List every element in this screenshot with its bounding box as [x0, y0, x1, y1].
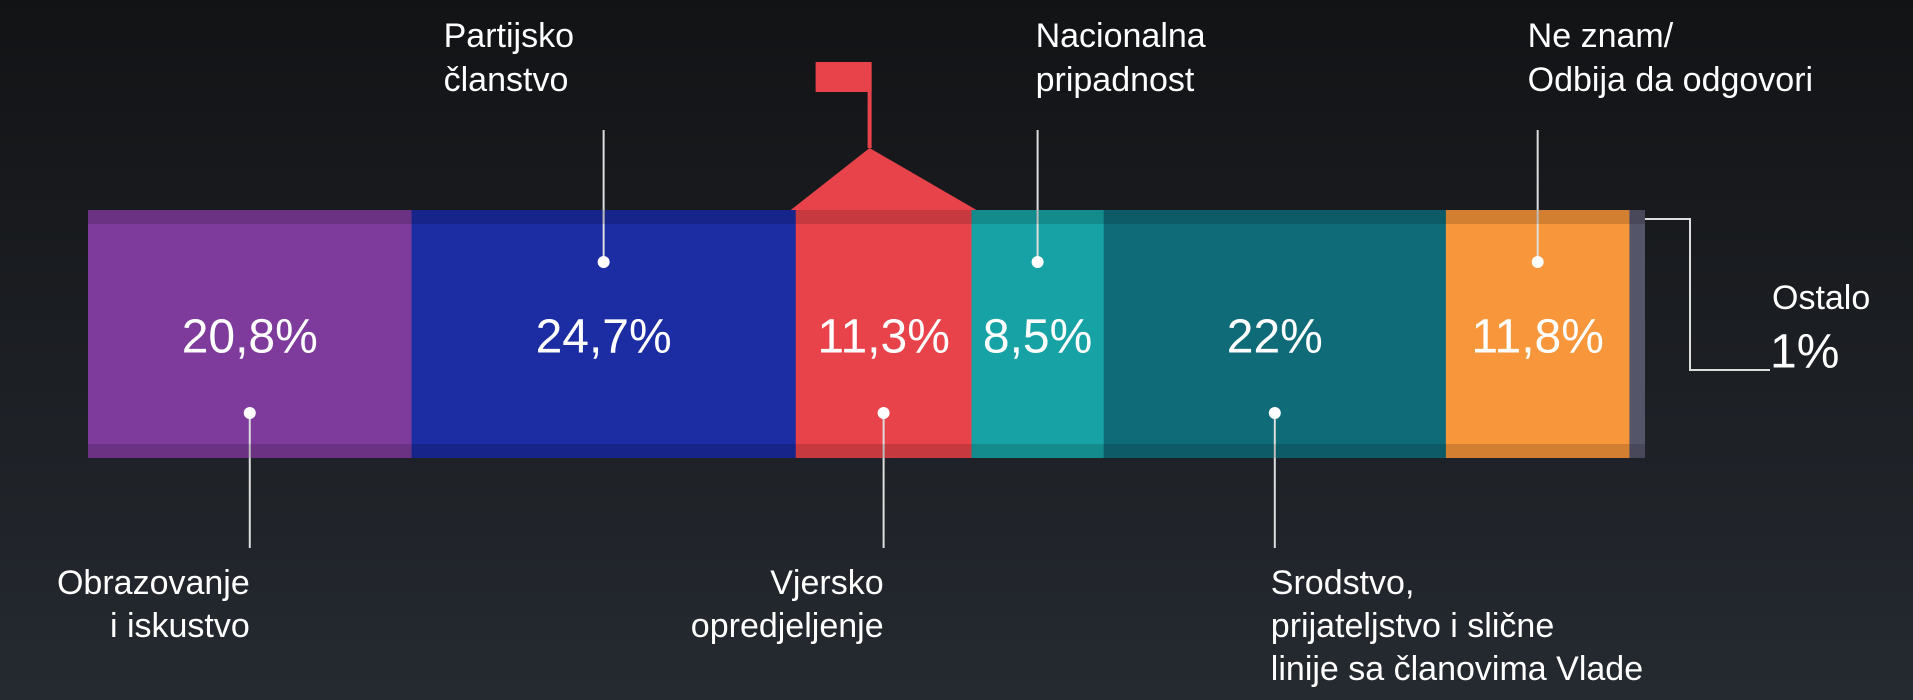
series-label: i iskustvo [110, 607, 250, 645]
value-label: 8,5% [983, 311, 1092, 364]
series-label: prijateljstvo i slične [1271, 607, 1554, 645]
series-label: linije sa članovima Vlade [1271, 650, 1643, 688]
value-label: 22% [1227, 311, 1323, 364]
leader-dot [1032, 256, 1044, 268]
series-label: Odbija da odgovori [1528, 61, 1813, 99]
bar-cap [88, 210, 1645, 224]
series-label: Ne znam/ [1528, 17, 1674, 55]
leader-dot [878, 407, 890, 419]
series-label: Obrazovanje [57, 564, 250, 602]
series-label: pripadnost [1036, 61, 1195, 99]
bar-segment [1629, 210, 1645, 458]
flag [816, 62, 872, 92]
value-label: 11,8% [1471, 311, 1604, 364]
chart: 20,8% Obrazovanje i iskustvo 24,7% Partijsko… [0, 0, 1913, 700]
bar-base [88, 444, 1645, 458]
value-label: 24,7% [536, 311, 672, 364]
series-label: Vjersko [770, 564, 883, 602]
value-label: 1% [1770, 326, 1839, 379]
leader-dot [1269, 407, 1281, 419]
page: 20,8% Obrazovanje i iskustvo 24,7% Partijsko… [0, 0, 1913, 700]
value-label: 20,8% [182, 311, 318, 364]
series-label: Partijsko [444, 17, 574, 55]
leader-dot [1532, 256, 1544, 268]
series-label: Ostalo [1772, 279, 1870, 317]
leader-dot [598, 256, 610, 268]
series-label: Nacionalna [1036, 17, 1206, 55]
series-label: opredjeljenje [691, 607, 884, 645]
series-label: članstvo [444, 61, 569, 99]
leader-dot [244, 407, 256, 419]
series-label: Srodstvo, [1271, 564, 1415, 602]
value-label: 11,3% [817, 311, 950, 364]
